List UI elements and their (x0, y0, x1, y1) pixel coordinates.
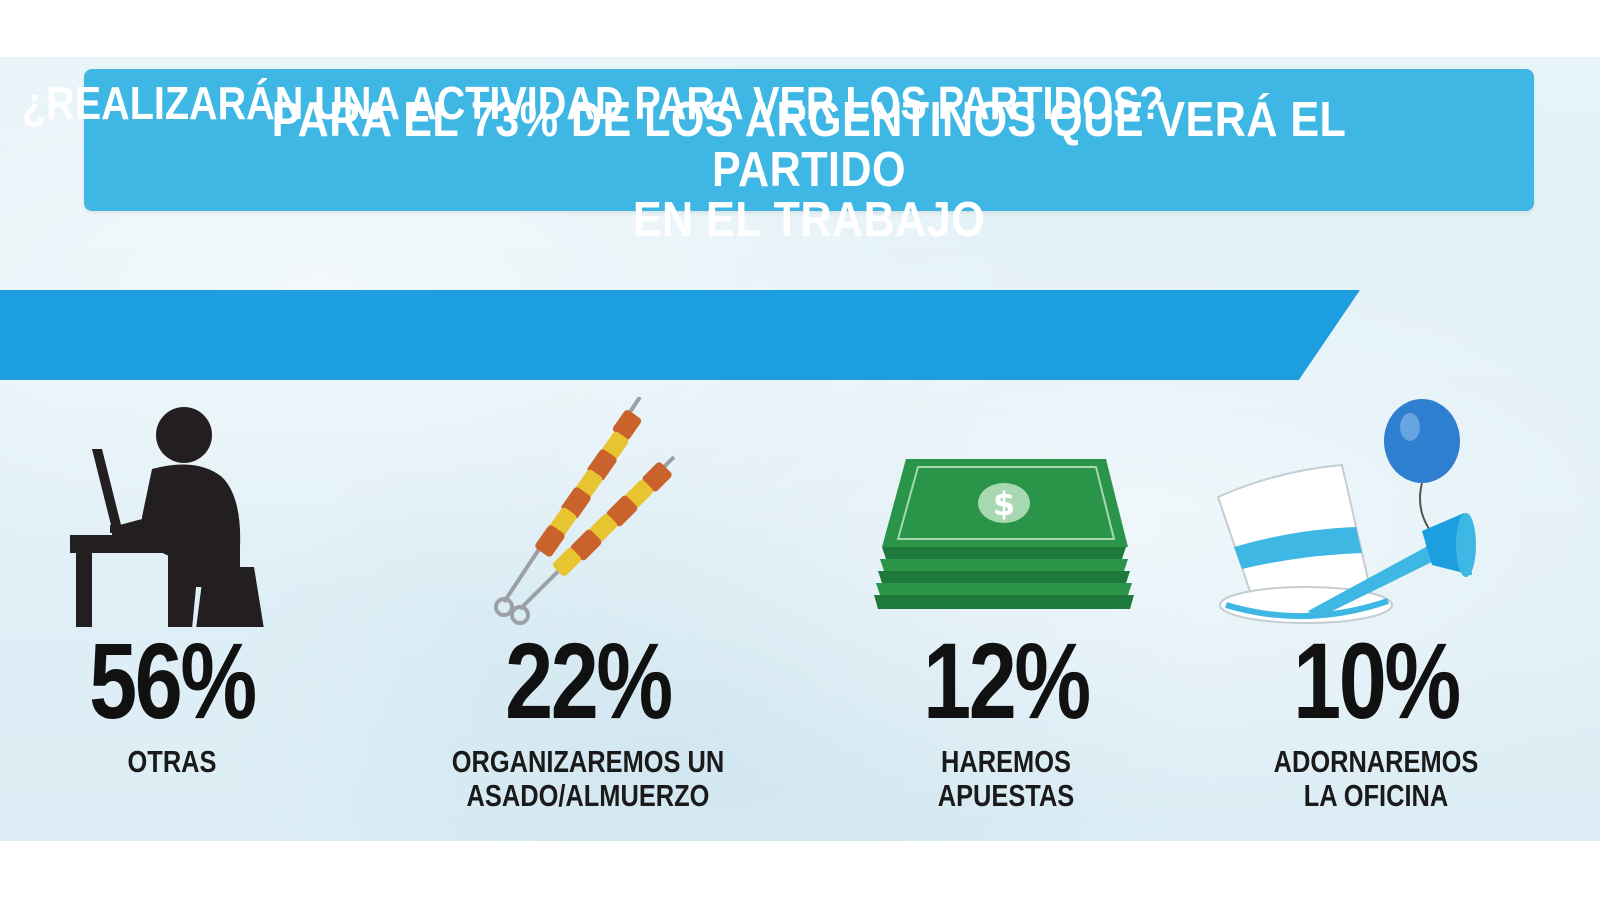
question-heading: ¿REALIZARÁN UNA ACTIVIDAD PARA VER LOS P… (22, 77, 1164, 129)
page-title: PARA EL 73% DE LOS ARGENTINOS QUE VERÁ E… (171, 95, 1447, 245)
stat-label: HAREMOS APUESTAS (858, 745, 1153, 813)
infographic-canvas: PARA EL 73% DE LOS ARGENTINOS QUE VERÁ E… (0, 57, 1600, 841)
stat-percent: 12% (923, 620, 1091, 741)
stat-apuestas: $ 12% HAREMOS APUESTAS (826, 397, 1186, 817)
stat-label-line-2: LA OFICINA (1303, 778, 1449, 813)
title-line-2: EN EL TRABAJO (632, 193, 986, 247)
stat-otras: 56% OTRAS (0, 397, 352, 817)
person-at-laptop-icon (70, 407, 264, 627)
title-line-1: PARA EL 73% DE LOS ARGENTINOS QUE VERÁ E… (271, 93, 1347, 197)
stat-label: ADORNAREMOS LA OFICINA (1228, 745, 1523, 813)
skewers-icon (494, 397, 676, 625)
stat-label-line-1: ORGANIZAREMOS UN (451, 744, 725, 779)
stat-label: OTRAS (24, 745, 319, 779)
stat-label-line-2: APUESTAS (937, 778, 1075, 813)
stat-label-line-1: ADORNAREMOS (1273, 744, 1479, 779)
stat-percent: 10% (1293, 620, 1461, 741)
question-banner (0, 290, 1360, 380)
stat-label-line-1: OTRAS (127, 744, 217, 779)
title-banner: PARA EL 73% DE LOS ARGENTINOS QUE VERÁ E… (84, 69, 1534, 245)
stat-percent: 56% (89, 620, 257, 741)
party-hat-balloon-horn-icon (1216, 399, 1476, 624)
money-stack-icon: $ (874, 459, 1134, 609)
stat-label: ORGANIZAREMOS UN ASADO/ALMUERZO (440, 745, 735, 813)
stat-asado: 22% ORGANIZAREMOS UN ASADO/ALMUERZO (408, 397, 768, 817)
stat-label-line-2: ASADO/ALMUERZO (466, 778, 710, 813)
stat-oficina: 10% ADORNAREMOS LA OFICINA (1196, 397, 1556, 817)
stat-percent: 22% (505, 620, 673, 741)
dollar-sign-icon: $ (993, 485, 1015, 523)
stat-label-line-1: HAREMOS (941, 744, 1071, 779)
